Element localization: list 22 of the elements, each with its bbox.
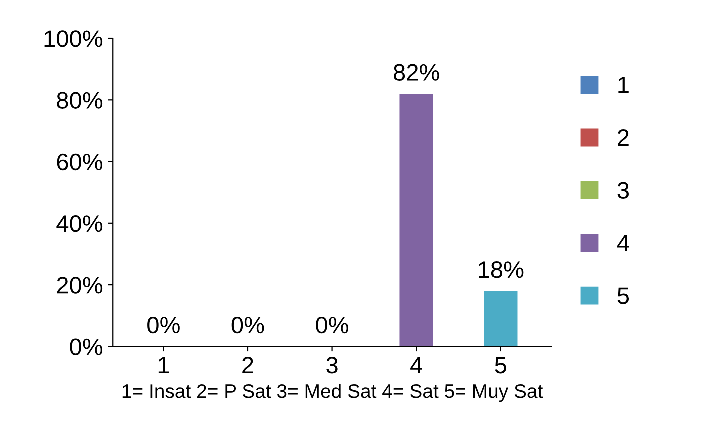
y-tick-label: 20%	[57, 277, 103, 294]
legend-label: 4	[617, 235, 630, 252]
y-tick-label: 40%	[56, 215, 103, 232]
data-label: 82%	[394, 64, 440, 81]
x-tick-label: 4	[410, 357, 422, 374]
y-tick-label: 80%	[57, 92, 103, 109]
data-label: 0%	[148, 316, 180, 334]
legend-label: 5	[618, 288, 630, 304]
x-tick-label: 2	[242, 357, 254, 374]
x-tick-label: 5	[495, 357, 506, 374]
data-label: 18%	[479, 261, 524, 278]
x-axis-title: 1= Insat 2= P Sat 3= Med Sat 4= Sat 5= Muy Sat	[122, 384, 544, 402]
data-label: 0%	[316, 316, 349, 334]
data-label: 0%	[232, 316, 264, 334]
y-tick-label: 100%	[44, 30, 103, 48]
legend-label: 1	[618, 77, 629, 94]
y-tick-label: 60%	[57, 154, 103, 171]
y-tick-label: 0%	[70, 338, 103, 356]
legend-label: 3	[618, 182, 629, 199]
x-tick-label: 3	[326, 357, 338, 374]
legend-label: 2	[618, 130, 629, 146]
x-tick-label: 1	[158, 357, 170, 374]
